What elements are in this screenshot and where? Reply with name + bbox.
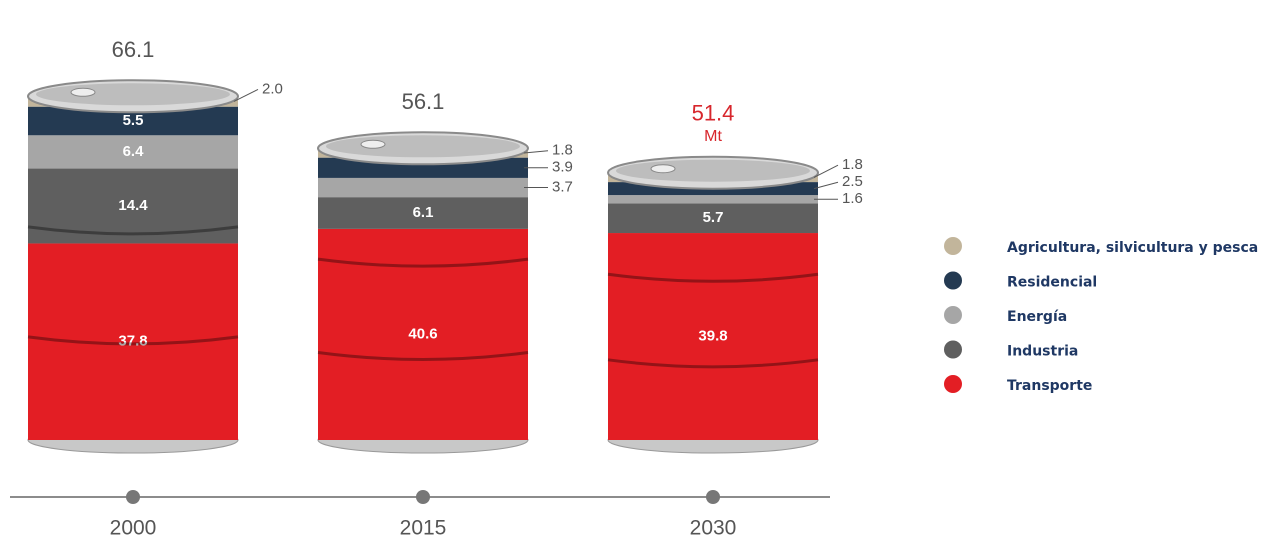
x-tick-label: 2015 (400, 517, 447, 540)
barrel-segment (318, 177, 528, 198)
legend-marker (944, 306, 962, 324)
barrel-hoop (27, 225, 239, 236)
value-label: 40.6 (408, 325, 437, 342)
x-tick-label: 2000 (110, 517, 157, 540)
barrel-cap (70, 87, 96, 97)
leader-line (813, 164, 839, 178)
legend-label: Agricultura, silvicultura y pesca (1007, 240, 1258, 256)
legend-marker (944, 340, 962, 359)
total-label: 56.1 (402, 89, 445, 114)
leader-line (813, 181, 839, 190)
barrel-hoop (607, 272, 819, 283)
value-label: 2.0 (262, 80, 283, 97)
barrel-segment (608, 195, 818, 204)
value-label: 2.5 (842, 173, 863, 190)
leader-line (523, 150, 549, 154)
barrel-hoop (607, 358, 819, 369)
legend-marker (944, 271, 962, 290)
legend-label: Energía (1007, 309, 1067, 325)
barrel-lid-inner (616, 159, 810, 182)
value-label: 6.1 (413, 204, 434, 221)
barrel-hoop (27, 335, 239, 346)
x-tick-label: 2030 (690, 517, 737, 540)
total-label: 66.1 (112, 37, 155, 62)
leader-line (233, 89, 259, 102)
value-label: 5.5 (123, 112, 144, 129)
barrel-segment (318, 228, 528, 440)
timeline-dot (126, 490, 140, 504)
value-label: 5.7 (703, 209, 724, 226)
value-label: 6.4 (123, 143, 145, 160)
barrel-segment (28, 243, 238, 440)
barrel-segment (608, 233, 818, 440)
timeline-dot (706, 490, 720, 504)
value-label: 3.7 (552, 179, 573, 196)
legend-marker (944, 237, 962, 255)
legend-label: Industria (1007, 344, 1078, 360)
timeline-dot (416, 490, 430, 504)
value-label: 1.6 (842, 190, 863, 207)
legend-label: Transporte (1007, 378, 1092, 394)
value-label: 14.4 (118, 197, 148, 214)
unit-label: Mt (704, 128, 722, 145)
barrel-hoop (317, 257, 529, 268)
barrel-segment (28, 135, 238, 169)
value-label: 39.8 (698, 327, 727, 344)
barrel-lid-inner (326, 135, 520, 158)
legend-marker (944, 375, 962, 393)
barrel-segment (318, 197, 528, 229)
total-label: 51.4 (692, 101, 735, 126)
value-label: 1.8 (552, 142, 573, 159)
barrel-hoop (317, 350, 529, 361)
barrel-cap (650, 164, 676, 174)
barrel-segment (608, 203, 818, 234)
barrel-segment (28, 168, 238, 244)
barrel-cap (360, 139, 386, 149)
value-label: 3.9 (552, 159, 573, 176)
value-label: 1.8 (842, 156, 863, 173)
value-label: 37.8 (118, 333, 147, 350)
legend-label: Residencial (1007, 275, 1097, 291)
barrel-lid-inner (36, 83, 230, 106)
